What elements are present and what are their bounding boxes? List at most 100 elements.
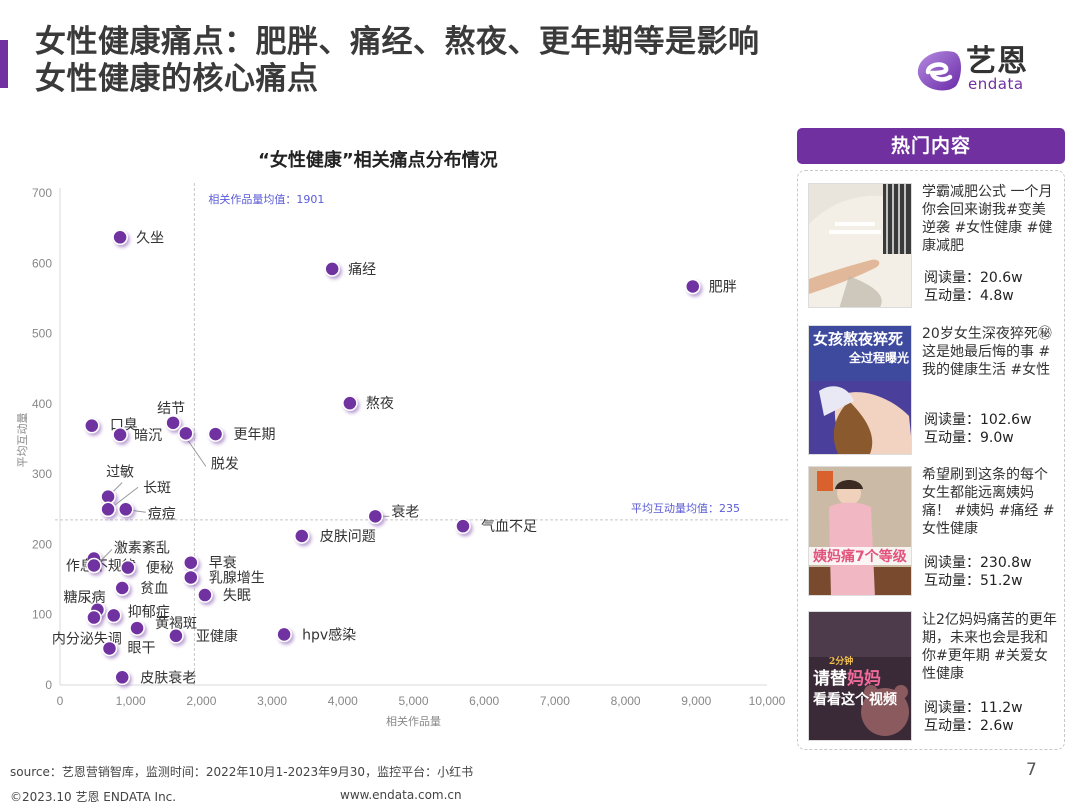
data-point[interactable]	[183, 569, 199, 586]
data-point[interactable]	[342, 395, 358, 411]
chart-title: “女性健康”相关痛点分布情况	[258, 150, 498, 171]
post-title: 希望刷到这条的每个女生都能远离姨妈痛！ #姨妈 #痛经 #女性健康	[922, 467, 1055, 537]
scatter-chart: 0 100 200 300 400 500 600 700 0 1,000 2,000 3,000 4,…	[16, 183, 789, 728]
data-point[interactable]	[112, 229, 128, 246]
post-thumbnail[interactable]	[808, 183, 912, 308]
hot-content-item[interactable]: 学霸减肥公式 一个月 你会回来谢我#变美逆袭 #女性健康 #健康减肥 阅读量：2…	[808, 183, 1058, 308]
data-point[interactable]	[86, 557, 102, 574]
data-point-label: 痛经	[348, 261, 376, 278]
page-title-line-2: 女性健康的核心痛点	[35, 61, 319, 97]
data-point-label: 结节	[157, 401, 185, 417]
x-tick-label: 0	[57, 694, 64, 708]
label-leader-line	[111, 482, 123, 493]
post-thumbnail[interactable]: 女孩熬夜猝死 全过程曝光	[808, 325, 912, 455]
label-leader-line	[111, 486, 139, 508]
y-tick-label: 500	[32, 327, 52, 341]
data-point[interactable]	[367, 508, 384, 525]
x-tick-label: 9,000	[681, 694, 711, 708]
data-point[interactable]	[114, 580, 130, 596]
hot-content-item[interactable]: 女孩熬夜猝死 全过程曝光 20岁女生深夜猝死㊙这是她最后悔的事 #我的健康生活 …	[808, 325, 1058, 455]
thumbnail-image-illustrated-girl: 女孩熬夜猝死 全过程曝光	[809, 326, 911, 454]
data-point[interactable]	[118, 501, 134, 518]
page-title-line-1: 女性健康痛点：肥胖、痛经、熬夜、更年期等是影响	[35, 24, 760, 60]
endata-logo-icon	[917, 51, 961, 91]
data-point-label: 便秘	[146, 561, 174, 577]
data-point-label: 失眠	[223, 588, 251, 604]
data-point[interactable]	[100, 501, 116, 518]
hot-content-list: 学霸减肥公式 一个月 你会回来谢我#变美逆袭 #女性健康 #健康减肥 阅读量：2…	[797, 170, 1065, 750]
data-point-label: 更年期	[234, 427, 276, 443]
data-point[interactable]	[120, 559, 136, 576]
read-count: 阅读量：230.8w	[924, 555, 1032, 571]
data-point[interactable]	[112, 427, 128, 443]
hot-content-header: 热门内容	[797, 128, 1065, 164]
post-stats: 阅读量：11.2w 互动量：2.6w	[924, 699, 1023, 735]
data-point-label: 亚健康	[196, 628, 238, 645]
data-point[interactable]	[324, 261, 340, 277]
thumbnail-caption: 姨妈痛7个等级	[813, 548, 908, 565]
footer-source: source：艺恩营销智库，监测时间：2022年10月1-2023年9月30，监…	[10, 765, 474, 779]
x-axis-title: 相关作品量	[386, 714, 441, 728]
y-tick-label: 600	[32, 256, 52, 270]
data-point[interactable]	[114, 669, 130, 686]
thumbnail-caption: 请替妈妈	[813, 668, 881, 689]
data-point-label: 气血不足	[481, 519, 537, 535]
data-point[interactable]	[178, 425, 194, 442]
data-point-label: 长斑	[143, 480, 171, 496]
data-point[interactable]	[168, 628, 184, 644]
data-point[interactable]	[84, 417, 100, 434]
footer-url[interactable]: www.endata.com.cn	[340, 788, 462, 802]
data-point[interactable]	[183, 554, 199, 571]
data-point[interactable]	[165, 415, 181, 431]
data-point-label: 脱发	[211, 456, 239, 472]
data-point[interactable]	[685, 278, 701, 295]
data-point-label: 暗沉	[134, 428, 162, 444]
page-title: 女性健康痛点：肥胖、痛经、熬夜、更年期等是影响 女性健康的核心痛点	[35, 24, 760, 98]
data-point[interactable]	[101, 640, 118, 657]
hot-content-item[interactable]: 2分钟 请替妈妈 看看这个视频 让2亿妈妈痛苦的更年期，未来也会是我和你#更年期…	[808, 611, 1058, 741]
title-accent-bar	[0, 40, 8, 88]
data-point-label: 熬夜	[366, 396, 394, 412]
logo-chinese-text: 艺恩	[966, 44, 1028, 79]
post-stats: 阅读量：102.6w 互动量：9.0w	[924, 411, 1032, 447]
logo-english-text: endata	[968, 75, 1024, 93]
data-point-label: 早衰	[209, 555, 237, 572]
data-point[interactable]	[207, 426, 224, 442]
post-stats: 阅读量：20.6w 互动量：4.8w	[924, 269, 1023, 305]
thumbnail-image-hand-on-sofa	[809, 184, 911, 307]
interaction-count: 互动量：51.2w	[924, 573, 1023, 589]
y-tick-label: 400	[32, 397, 52, 411]
data-point[interactable]	[455, 518, 471, 534]
post-title: 让2亿妈妈痛苦的更年期，未来也会是我和你#更年期 #关爱女性健康	[922, 612, 1057, 682]
x-tick-label: 10,000	[749, 694, 786, 708]
data-point[interactable]	[129, 620, 145, 636]
data-point-label: hpv感染	[302, 626, 356, 643]
post-thumbnail[interactable]: 2分钟 请替妈妈 看看这个视频	[808, 611, 912, 741]
data-point[interactable]	[276, 626, 292, 643]
data-point-label: 乳腺增生	[209, 570, 265, 586]
data-point[interactable]	[105, 607, 122, 624]
data-point-label: 久坐	[136, 230, 164, 246]
y-mean-reference-label: 平均互动量均值：235	[631, 502, 740, 515]
post-stats: 阅读量：230.8w 互动量：51.2w	[924, 554, 1032, 590]
data-point-label: 皮肤问题	[320, 529, 376, 545]
read-count: 阅读量：20.6w	[924, 270, 1023, 286]
data-point[interactable]	[100, 488, 116, 505]
endata-logo: 艺恩 endata	[914, 46, 1044, 94]
data-point-label: 衰老	[391, 503, 419, 520]
data-point[interactable]	[86, 609, 102, 626]
read-count: 阅读量：11.2w	[924, 700, 1023, 716]
hot-content-item[interactable]: 姨妈痛7个等级 希望刷到这条的每个女生都能远离姨妈痛！ #姨妈 #痛经 #女性健…	[808, 466, 1058, 596]
data-point[interactable]	[294, 528, 310, 544]
post-thumbnail[interactable]: 姨妈痛7个等级	[808, 466, 912, 596]
page-number: 7	[1026, 760, 1037, 780]
y-axis-title: 平均互动量	[16, 413, 29, 468]
post-title: 学霸减肥公式 一个月 你会回来谢我#变美逆袭 #女性健康 #健康减肥	[922, 184, 1053, 254]
x-tick-label: 7,000	[540, 694, 570, 708]
x-tick-label: 8,000	[611, 694, 641, 708]
interaction-count: 互动量：9.0w	[924, 430, 1014, 446]
post-title: 20岁女生深夜猝死㊙这是她最后悔的事 #我的健康生活 #女性	[922, 326, 1052, 378]
y-tick-label: 0	[45, 678, 52, 692]
data-point[interactable]	[197, 587, 213, 603]
data-point-label: 皮肤衰老	[140, 669, 196, 686]
